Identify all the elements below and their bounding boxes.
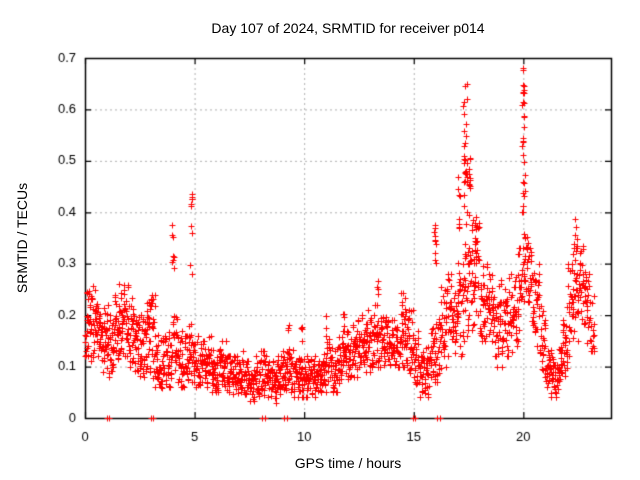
x-axis-label: GPS time / hours: [294, 455, 402, 471]
y-axis-label: SRMTID / TECUs: [14, 182, 30, 294]
plot-title: Day 107 of 2024, SRMTID for receiver p01…: [211, 20, 485, 36]
